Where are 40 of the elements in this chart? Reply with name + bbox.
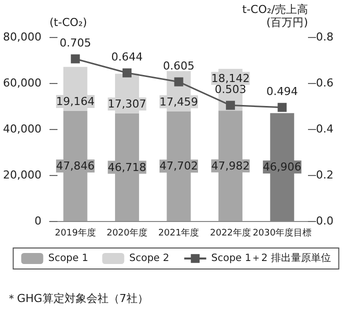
data-label: 19,164	[56, 94, 95, 108]
y-tick-label: 60,000	[2, 76, 42, 90]
data-label: 17,459	[159, 95, 198, 108]
legend-label: Scope 1	[48, 253, 88, 264]
data-label: 46,718	[108, 160, 146, 174]
y-tick-label: 40,000	[2, 122, 42, 136]
y2-tick-label: 0.0	[316, 214, 334, 228]
y-tick-label: 80,000	[2, 30, 42, 44]
data-label: 0.503	[214, 82, 246, 96]
point	[122, 68, 132, 78]
data-label: 0.494	[266, 84, 298, 98]
x-tick-label: 2022年度	[210, 228, 251, 238]
data-label: 47,702	[159, 160, 198, 173]
data-label: 0.705	[60, 36, 92, 50]
x-tick-label: 2020年度	[106, 228, 148, 238]
y2-axis-title: t-CO₂/売上高 (百万円)	[242, 3, 308, 29]
y-tick-label: 20,000	[2, 168, 42, 182]
y2-tick-label: 0.2	[316, 168, 334, 182]
text: ＊GHG算定対象会社（7社）	[6, 292, 148, 305]
point	[278, 102, 287, 112]
data-label: 46,906	[262, 160, 302, 174]
data-label: 18,142	[211, 72, 250, 85]
point	[226, 100, 235, 110]
point	[70, 54, 80, 64]
y2-tick-label: 0.6	[316, 76, 334, 90]
y-tick-label: 0	[34, 214, 42, 228]
y-axis-title: (t-CO₂)	[49, 16, 88, 29]
y2-tick-label: 0.4	[316, 122, 334, 136]
legend-label: Scope 1＋2 排出量原単位	[211, 252, 331, 264]
legend-label: Scope 2	[129, 253, 170, 264]
data-label: 47,982	[211, 159, 250, 172]
x-tick-label: 2021年度	[158, 228, 200, 238]
point	[174, 77, 184, 86]
x-tick-label: 2030年度目標	[252, 228, 312, 238]
x-tick-label: 2019年度	[54, 228, 96, 238]
y2-tick-label: 0.8	[316, 30, 334, 44]
data-label: 0.605	[162, 59, 194, 72]
data-label: 47,846	[56, 159, 95, 172]
data-label: 0.644	[111, 50, 143, 64]
data-label: 17,307	[108, 98, 146, 111]
